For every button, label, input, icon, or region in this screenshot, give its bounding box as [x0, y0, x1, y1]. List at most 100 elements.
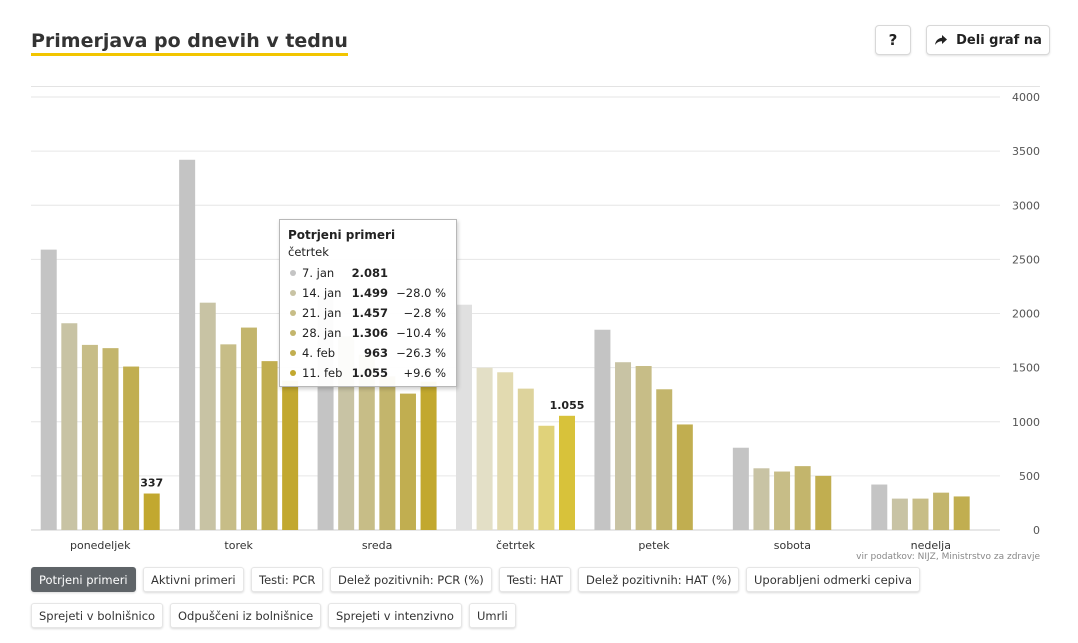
- bar: [497, 372, 514, 530]
- tooltip-value: 1.499: [351, 286, 388, 300]
- tooltip-subtitle: četrtek: [288, 245, 329, 259]
- tooltip-row: 7. jan 2.081: [288, 263, 448, 283]
- series-dot-icon: [290, 310, 296, 316]
- y-tick-label: 2500: [1012, 253, 1040, 266]
- tooltip-date: 4. feb: [302, 346, 336, 360]
- tab-metric[interactable]: Aktivni primeri: [143, 567, 244, 592]
- bar-chart: 0 500 1000 1500 2000 2500 3000 3500 4000 ponedelj…: [31, 91, 1040, 552]
- series-dot-icon: [290, 270, 296, 276]
- share-button[interactable]: Deli graf na: [926, 25, 1050, 55]
- tooltip-change: +9.6 %: [403, 366, 446, 380]
- tab-metric[interactable]: Potrjeni primeri: [31, 567, 136, 592]
- bar: [794, 466, 811, 530]
- bar: [102, 348, 119, 530]
- bar: [220, 344, 237, 530]
- y-tick-label: 500: [1019, 470, 1040, 483]
- share-icon: [935, 35, 948, 45]
- tab-metric[interactable]: Odpuščeni iz bolnišnice: [170, 603, 322, 628]
- tooltip-row: 4. feb 963 −26.3 %: [288, 343, 448, 363]
- bar: [912, 498, 929, 530]
- bar: [517, 388, 534, 530]
- bar: [871, 484, 888, 530]
- series-dot-icon: [290, 350, 296, 356]
- category-label: torek: [224, 539, 253, 552]
- tab-metric[interactable]: Sprejeti v bolnišnico: [31, 603, 164, 628]
- category-label: sreda: [362, 539, 393, 552]
- bar: [635, 366, 652, 530]
- tooltip-value: 2.081: [351, 266, 388, 280]
- tooltip-value: 963: [363, 346, 388, 360]
- bar: [676, 424, 693, 530]
- category-label: četrtek: [496, 539, 536, 552]
- tab-metric[interactable]: Sprejeti v intenzivno: [328, 603, 462, 628]
- y-tick-label: 3500: [1012, 145, 1040, 158]
- bar: [538, 425, 555, 530]
- bar: [559, 415, 575, 530]
- bar: [753, 468, 770, 530]
- tab-metric[interactable]: Uporabljeni odmerki cepiva: [746, 567, 921, 592]
- bar: [123, 366, 140, 530]
- y-tick-label: 1000: [1012, 416, 1040, 429]
- tooltip-value: 1.055: [351, 366, 388, 380]
- bar: [179, 159, 196, 530]
- share-button-label: Deli graf na: [956, 32, 1042, 48]
- data-label: 337: [140, 477, 163, 490]
- tooltip-change: −26.3 %: [396, 346, 446, 360]
- tooltip-date: 28. jan: [302, 326, 342, 340]
- tooltip-value: 1.306: [351, 326, 388, 340]
- y-tick-label: 3000: [1012, 199, 1040, 212]
- tooltip-row: 11. feb 1.055 +9.6 %: [288, 363, 448, 383]
- chart-title: Primerjava po dnevih v tednu: [31, 30, 348, 56]
- bar: [81, 344, 98, 530]
- bar: [358, 354, 375, 530]
- bar: [420, 381, 437, 530]
- tooltip: Potrjeni primeri četrtek 7. jan 2.081 14. …: [279, 219, 457, 387]
- y-tick-label: 4000: [1012, 91, 1040, 104]
- category-label: sobota: [774, 539, 811, 552]
- tooltip-title: Potrjeni primeri: [288, 228, 396, 242]
- tooltip-date: 11. feb: [302, 366, 343, 380]
- category-label: petek: [638, 539, 670, 552]
- category-label: nedelja: [911, 539, 951, 552]
- tooltip-change: −10.4 %: [396, 326, 446, 340]
- data-label: 1.055: [550, 399, 585, 412]
- bar: [656, 389, 673, 530]
- bar: [456, 304, 472, 530]
- tooltip-row: 28. jan 1.306 −10.4 %: [288, 323, 448, 343]
- tooltip-row: 14. jan 1.499 −28.0 %: [288, 283, 448, 303]
- bar: [199, 302, 216, 530]
- bar: [774, 471, 791, 530]
- bar: [815, 475, 832, 530]
- bar: [732, 447, 749, 530]
- series-dot-icon: [290, 330, 296, 336]
- bar: [282, 380, 299, 530]
- bar: [615, 362, 632, 530]
- bar: [891, 498, 908, 530]
- y-tick-label: 2000: [1012, 308, 1040, 321]
- tab-metric[interactable]: Testi: PCR: [251, 567, 324, 592]
- bar: [240, 327, 257, 530]
- tab-metric[interactable]: Testi: HAT: [499, 567, 572, 592]
- bar: [933, 492, 950, 530]
- tooltip-date: 14. jan: [302, 286, 342, 300]
- bar: [143, 493, 160, 530]
- tooltip-value: 1.457: [351, 306, 388, 320]
- tooltip-change: −2.8 %: [403, 306, 446, 320]
- series-dot-icon: [290, 370, 296, 376]
- tooltip-date: 21. jan: [302, 306, 342, 320]
- help-button[interactable]: ?: [875, 25, 911, 55]
- bar: [61, 323, 78, 530]
- tab-metric[interactable]: Umrli: [469, 603, 516, 628]
- data-source: vir podatkov: NIJZ, Ministrstvo za zdrav…: [856, 552, 1040, 562]
- bar: [594, 329, 611, 530]
- bar: [261, 361, 278, 530]
- bar: [379, 376, 396, 530]
- help-button-label: ?: [888, 31, 898, 49]
- bar: [399, 393, 416, 530]
- bar: [40, 249, 57, 530]
- bar: [476, 367, 493, 530]
- series-dot-icon: [290, 290, 296, 296]
- y-tick-label: 0: [1033, 524, 1040, 537]
- tab-metric[interactable]: Delež pozitivnih: PCR (%): [330, 567, 492, 592]
- tab-metric[interactable]: Delež pozitivnih: HAT (%): [578, 567, 740, 592]
